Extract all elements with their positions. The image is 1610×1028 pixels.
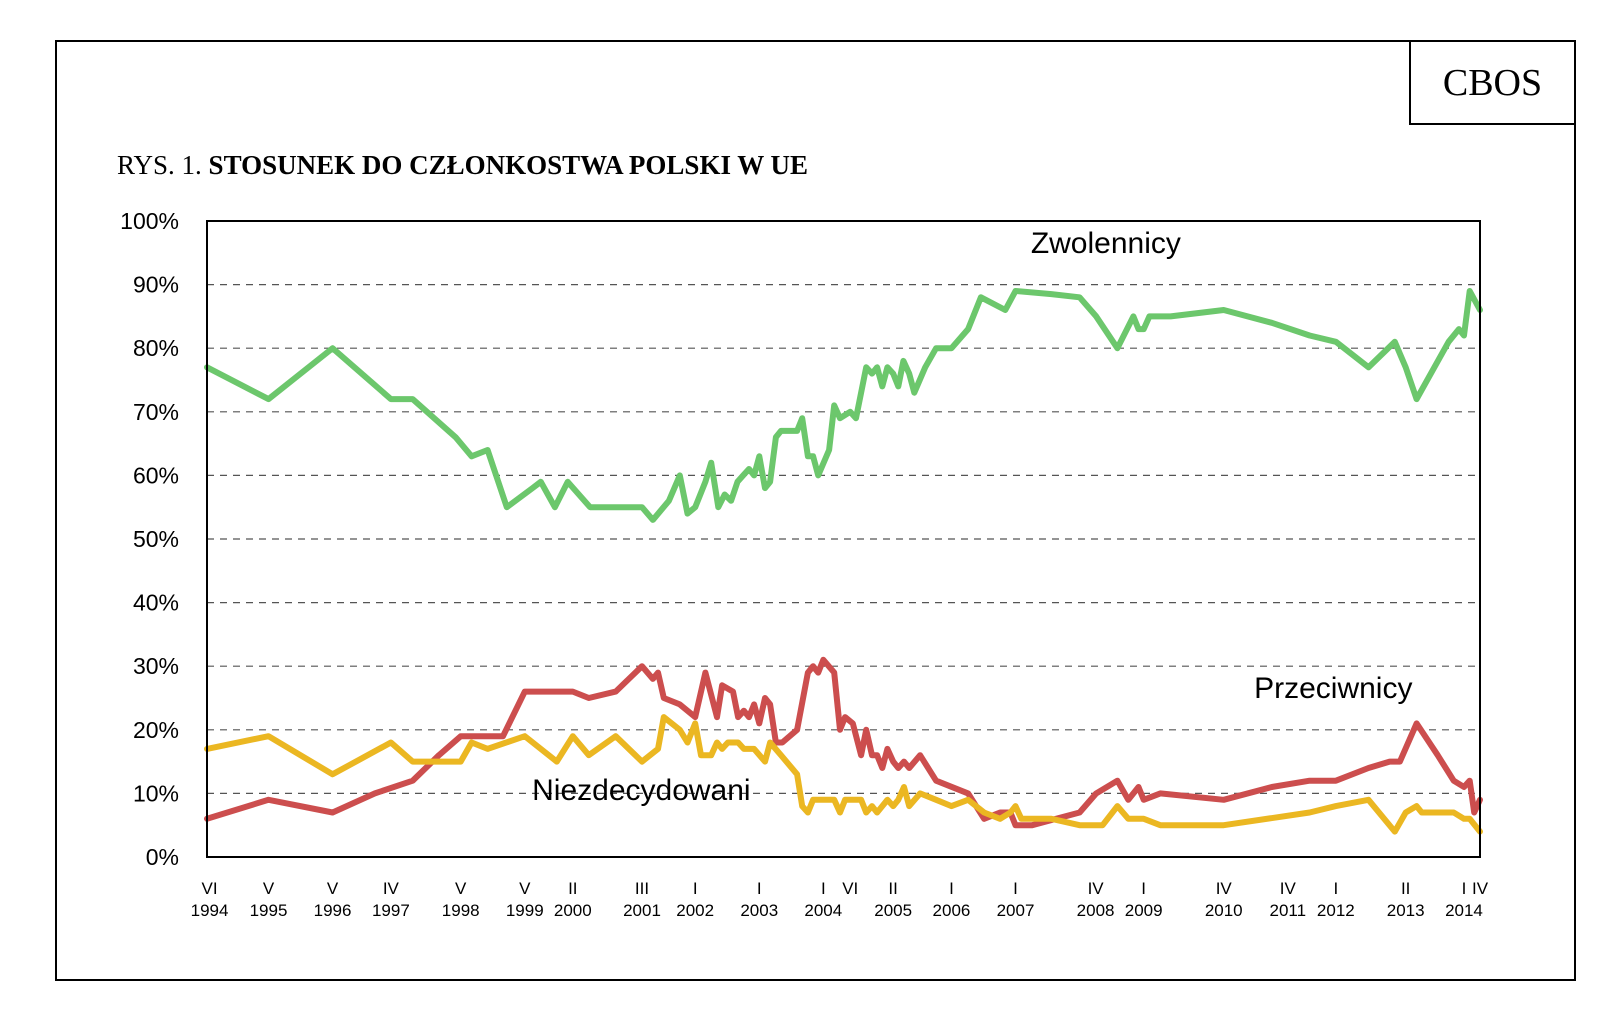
series-line-niezdecydowani xyxy=(204,714,1483,835)
y-tick-label: 100% xyxy=(120,208,179,234)
x-tick-month-label: I xyxy=(693,879,698,898)
x-tick-year-label: 2012 xyxy=(1317,901,1355,920)
x-tick-year-label: 2006 xyxy=(933,901,971,920)
x-tick-year-label: 2008 xyxy=(1077,901,1115,920)
cbos-label: CBOS xyxy=(1442,61,1543,104)
series-annotation-przeciwnicy: Przeciwnicy xyxy=(1254,672,1412,705)
x-tick-year-label: 1996 xyxy=(314,901,352,920)
x-tick-month-label: I xyxy=(1141,879,1146,898)
grid-layer xyxy=(207,284,1480,795)
x-tick-month-label: IV xyxy=(1088,879,1105,898)
y-tick-label: 0% xyxy=(146,844,179,870)
x-tick-year-label: 1994 xyxy=(191,901,229,920)
plot-area-border xyxy=(206,220,1481,858)
y-tick-label: 20% xyxy=(133,717,179,743)
x-tick-month-label: V xyxy=(327,879,339,898)
x-tick-year-label: 2010 xyxy=(1205,901,1243,920)
x-tick-month-label: IV xyxy=(1280,879,1297,898)
chart-title: RYS. 1. STOSUNEK DO CZŁONKOSTWA POLSKI W… xyxy=(117,150,808,181)
series-annotation-zwolennicy: Zwolennicy xyxy=(1031,227,1181,260)
x-tick-month-label: I xyxy=(1462,879,1467,898)
x-tick-month-label: VI xyxy=(202,879,218,898)
x-tick-month-label: IV xyxy=(1216,879,1233,898)
x-tick-year-label: 2007 xyxy=(997,901,1035,920)
axis-layer: 0%10%20%30%40%50%60%70%80%90%100%VI1994V… xyxy=(120,208,1489,920)
annotation-layer: Zwolennicy Przeciwnicy Niezdecydowani xyxy=(532,227,1412,807)
chart-title-prefix: RYS. 1. xyxy=(117,150,202,180)
y-tick-label: 10% xyxy=(133,780,179,806)
y-tick-label: 30% xyxy=(133,653,179,679)
x-tick-month-label: V xyxy=(455,879,467,898)
x-tick-month-label: I xyxy=(757,879,762,898)
x-tick-year-label: 2002 xyxy=(676,901,714,920)
figure-frame: CBOS RYS. 1. STOSUNEK DO CZŁONKOSTWA POL… xyxy=(55,40,1576,981)
series-line-zwolennicy xyxy=(204,288,1483,523)
x-tick-year-label: 1999 xyxy=(506,901,544,920)
y-tick-label: 50% xyxy=(133,526,179,552)
cbos-logo-box: CBOS xyxy=(1409,42,1574,125)
x-tick-month-label: V xyxy=(263,879,275,898)
x-tick-month-label: II xyxy=(568,879,577,898)
y-tick-label: 40% xyxy=(133,590,179,616)
x-tick-month-label: II xyxy=(1401,879,1410,898)
x-tick-year-label: 2011 xyxy=(1270,901,1307,920)
x-tick-month-label: I xyxy=(1013,879,1018,898)
x-tick-year-label: 2005 xyxy=(874,901,912,920)
y-tick-label: 60% xyxy=(133,462,179,488)
x-tick-year-label: 2000 xyxy=(554,901,592,920)
x-tick-month-label: V xyxy=(519,879,531,898)
x-tick-year-label: 1995 xyxy=(250,901,288,920)
series-layer xyxy=(204,288,1483,835)
x-tick-month-label: III xyxy=(635,879,649,898)
x-tick-month-label: I xyxy=(821,879,826,898)
chart-title-main: STOSUNEK DO CZŁONKOSTWA POLSKI W UE xyxy=(208,150,808,180)
x-tick-year-label: 2003 xyxy=(740,901,778,920)
x-tick-month-label: I xyxy=(949,879,954,898)
x-tick-year-label: 2001 xyxy=(623,901,661,920)
y-tick-label: 80% xyxy=(133,335,179,361)
x-tick-month-label: VI xyxy=(842,879,858,898)
x-tick-year-label: 1997 xyxy=(372,901,410,920)
x-tick-month-label: IV xyxy=(383,879,400,898)
x-tick-month-label: I xyxy=(1333,879,1338,898)
x-tick-month-label: IV xyxy=(1472,879,1489,898)
x-tick-year-label: 2009 xyxy=(1125,901,1163,920)
x-tick-year-label: 1998 xyxy=(442,901,480,920)
y-tick-label: 90% xyxy=(133,272,179,298)
y-tick-label: 70% xyxy=(133,399,179,425)
series-line-przeciwnicy xyxy=(204,656,1483,829)
x-tick-year-label: 2013 xyxy=(1387,901,1425,920)
x-tick-year-label: 2004 xyxy=(804,901,842,920)
x-tick-year-label: 2014 xyxy=(1445,901,1483,920)
x-tick-month-label: II xyxy=(888,879,897,898)
series-annotation-niezdecydowani: Niezdecydowani xyxy=(532,774,750,807)
